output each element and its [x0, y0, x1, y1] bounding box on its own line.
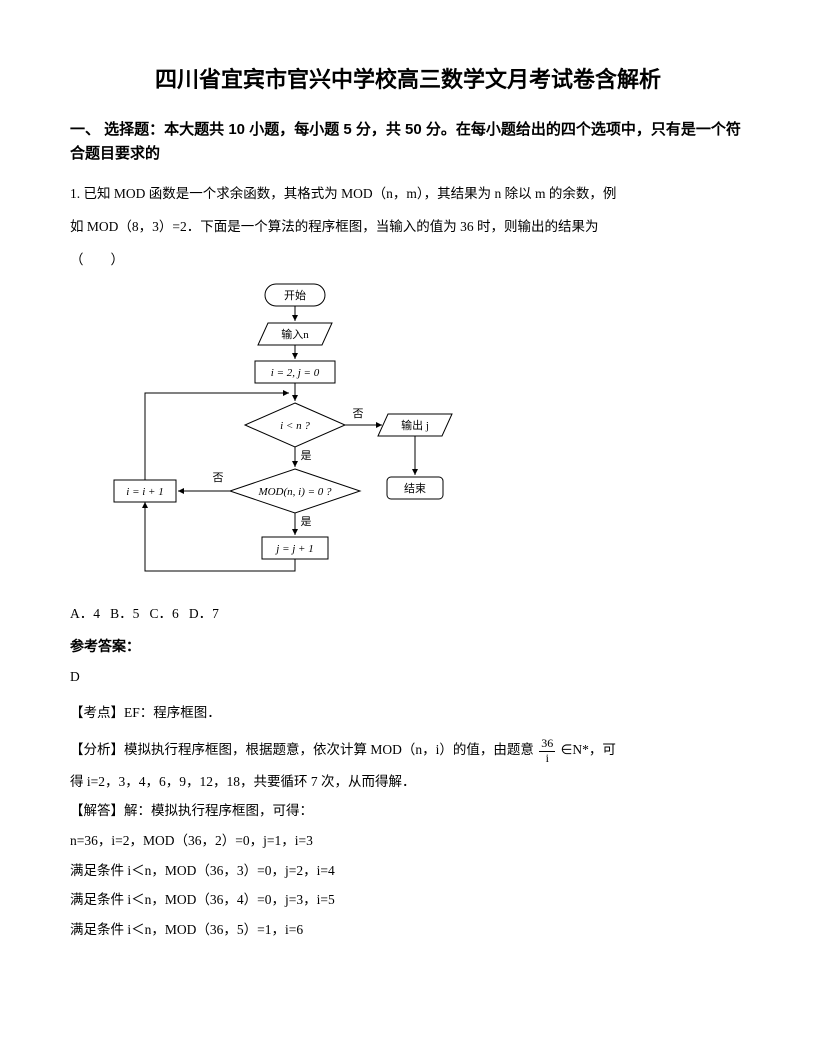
question-text-1: 已知 MOD 函数是一个求余函数，其格式为 MOD（n，m），其结果为 n 除以…	[84, 186, 617, 201]
question-line-3: （ ）	[70, 246, 746, 273]
option-c: C．6	[150, 606, 179, 621]
flowchart-diagram: 开始 输入n i = 2, j = 0 i < n ? 否 是 输出 j	[70, 279, 746, 598]
fc-no-2: 否	[213, 472, 224, 484]
analysis-p7: 满足条件 i＜n，MOD（36，4）=0，j=3，i=5	[70, 887, 746, 913]
options-row: A．4 B．5 C．6 D．7	[70, 602, 746, 626]
question-line-2: 如 MOD（8，3）=2．下面是一个算法的程序框图，当输入的值为 36 时，则输…	[70, 213, 746, 240]
fc-end: 结束	[404, 482, 426, 495]
fc-cond2: MOD(n, i) = 0 ?	[257, 486, 332, 498]
answer-value: D	[70, 665, 746, 689]
fc-init: i = 2, j = 0	[271, 367, 320, 379]
fc-inci: i = i + 1	[126, 486, 163, 498]
fraction-36-over-i: 36 i	[539, 737, 555, 764]
page-title: 四川省宜宾市官兴中学校高三数学文月考试卷含解析	[70, 60, 746, 100]
fc-input: 输入n	[281, 327, 309, 341]
frac-num: 36	[539, 737, 555, 751]
fc-no-1: 否	[353, 408, 364, 420]
question-number: 1.	[70, 186, 80, 201]
analysis-p6: 满足条件 i＜n，MOD（36，3）=0，j=2，i=4	[70, 858, 746, 884]
analysis-p2a: 【分析】模拟执行程序框图，根据题意，依次计算 MOD（n，i）的值，由题意	[70, 742, 537, 757]
analysis-p5: n=36，i=2，MOD（36，2）=0，j=1，i=3	[70, 828, 746, 854]
fc-cond1: i < n ?	[280, 420, 310, 432]
fc-yes-1: 是	[301, 449, 312, 462]
frac-den: i	[539, 752, 555, 765]
analysis-p1: 【考点】EF：程序框图．	[70, 700, 746, 726]
analysis-p2: 【分析】模拟执行程序框图，根据题意，依次计算 MOD（n，i）的值，由题意 36…	[70, 737, 746, 765]
analysis-p8: 满足条件 i＜n，MOD（36，5）=1，i=6	[70, 917, 746, 943]
option-b: B．5	[110, 606, 139, 621]
analysis-p4: 【解答】解：模拟执行程序框图，可得：	[70, 798, 746, 824]
fc-yes-2: 是	[301, 515, 312, 528]
section-heading: 一、 选择题：本大题共 10 小题，每小题 5 分，共 50 分。在每小题给出的…	[70, 118, 746, 166]
option-a: A．4	[70, 606, 100, 621]
fc-output: 输出 j	[401, 418, 429, 432]
fc-incj: j = j + 1	[274, 543, 313, 555]
option-d: D．7	[189, 606, 219, 621]
fc-start: 开始	[284, 288, 306, 302]
question-line-1: 1. 已知 MOD 函数是一个求余函数，其格式为 MOD（n，m），其结果为 n…	[70, 180, 746, 207]
answer-label: 参考答案：	[70, 634, 746, 659]
analysis-block: 【考点】EF：程序框图． 【分析】模拟执行程序框图，根据题意，依次计算 MOD（…	[70, 700, 746, 943]
analysis-p3: 得 i=2，3，4，6，9，12，18，共要循环 7 次，从而得解．	[70, 769, 746, 795]
analysis-p2b: ∈N*，可	[561, 742, 616, 757]
